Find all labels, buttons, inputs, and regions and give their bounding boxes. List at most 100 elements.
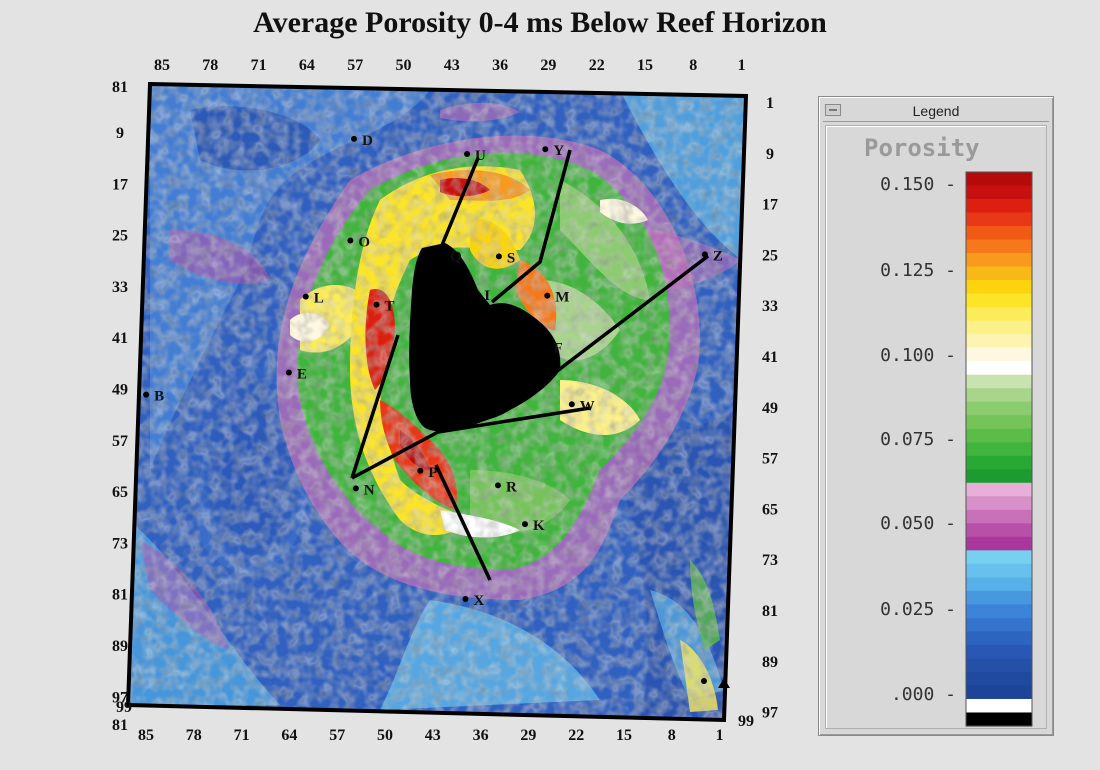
- colorbar-band: [966, 685, 1032, 700]
- well-y[interactable]: Y: [542, 143, 564, 159]
- colorbar-band: [966, 671, 1032, 687]
- left-tick-label: 81: [112, 587, 128, 604]
- legend-window-title: Legend: [912, 103, 960, 119]
- well-dot: [495, 253, 502, 260]
- colorbar-band: [966, 469, 1032, 484]
- well-l[interactable]: L: [302, 291, 324, 307]
- right-tick-label: 41: [762, 349, 778, 366]
- well-label: I: [484, 288, 490, 304]
- colorbar-band: [966, 212, 1032, 227]
- well-dot: [285, 369, 292, 376]
- well-m[interactable]: M: [544, 290, 569, 306]
- left-tick-label: 89: [112, 638, 128, 655]
- well-label: Z: [713, 248, 723, 264]
- top-tick-label: 1: [738, 57, 746, 74]
- well-i[interactable]: I: [473, 288, 490, 304]
- map-surface: [128, 84, 746, 720]
- colorbar-band: [966, 550, 1032, 565]
- bottom-tick-label: 29: [520, 727, 536, 744]
- colorbar-band: [966, 563, 1032, 578]
- colorbar-band: [966, 455, 1032, 470]
- bottom-tick-label: 57: [329, 727, 345, 744]
- left-tick-label: 49: [112, 382, 128, 399]
- right-tick-label: 49: [762, 400, 778, 417]
- top-tick-label: 43: [444, 57, 460, 74]
- well-x[interactable]: X: [462, 593, 485, 609]
- left-tick-label: 17: [112, 176, 128, 193]
- well-dot: [373, 301, 380, 308]
- well-u[interactable]: U: [464, 148, 486, 164]
- well-label: W: [580, 398, 595, 414]
- well-dot: [143, 391, 150, 398]
- well-w[interactable]: W: [568, 398, 595, 414]
- well-dot: [439, 252, 446, 259]
- colorbar-band: [966, 320, 1032, 335]
- well-dot: [494, 482, 501, 489]
- left-tick-label: 41: [112, 330, 128, 347]
- colorbar-band: [966, 307, 1032, 322]
- bottom-tick-label: 43: [425, 727, 441, 744]
- right-tick-label: 33: [762, 298, 778, 315]
- right-tick-label: 97: [762, 705, 778, 722]
- colorbar-band: [966, 361, 1032, 376]
- well-o[interactable]: O: [347, 234, 370, 250]
- legend-panel: [825, 125, 1047, 729]
- well-b[interactable]: B: [143, 389, 164, 405]
- top-tick-label: 29: [540, 57, 556, 74]
- corner-marker: [701, 678, 707, 684]
- well-dot: [302, 293, 309, 300]
- legend-tick-label: 0.075 -: [880, 429, 956, 450]
- well-k[interactable]: K: [521, 518, 545, 534]
- well-label: S: [507, 250, 515, 266]
- well-markers: D O U Y Q S Z L T I M F E B W P R N K X: [143, 133, 723, 609]
- well-s[interactable]: S: [495, 250, 515, 266]
- well-dot: [350, 135, 357, 142]
- colorbar-band: [966, 523, 1032, 538]
- right-tick-label: 89: [762, 654, 778, 671]
- colorbar-band: [966, 347, 1032, 362]
- window-menu-icon[interactable]: [825, 104, 841, 116]
- top-tick-label: 50: [396, 57, 412, 74]
- well-n[interactable]: N: [352, 482, 375, 498]
- colorbar-band: [966, 388, 1032, 403]
- well-p[interactable]: P: [417, 465, 438, 481]
- colorbar-band: [966, 253, 1032, 268]
- legend-titlebar[interactable]: Legend: [823, 101, 1049, 122]
- map-border: [125, 81, 749, 723]
- well-q[interactable]: Q: [439, 249, 462, 265]
- bottom-tick-label: 22: [568, 727, 584, 744]
- right-tick-label: 1: [766, 95, 774, 112]
- colorbar-band: [966, 374, 1032, 389]
- well-label: E: [297, 366, 307, 382]
- well-dot: [464, 150, 471, 157]
- colorbar-band: [966, 617, 1032, 633]
- colorbar-band: [966, 199, 1032, 214]
- right-axis-ticks: 1 9 17 25 33 41 49 57 65 73 81 89 97: [762, 95, 778, 722]
- well-label: B: [154, 389, 164, 405]
- well-label: M: [555, 290, 569, 306]
- bottom-tick-label: 64: [281, 727, 297, 744]
- corner-triangle: [718, 678, 730, 688]
- left-axis-ticks: 9 17 25 33 41 49 57 65 73 81 89 97: [112, 125, 128, 706]
- bottom-tick-label: 15: [616, 727, 632, 744]
- left-tick-label: 65: [112, 484, 128, 501]
- well-d[interactable]: D: [350, 133, 373, 149]
- colorbar-band: [966, 226, 1032, 241]
- colorbar-band: [966, 401, 1032, 416]
- well-f[interactable]: F: [542, 340, 563, 356]
- top-tick-label: 78: [202, 57, 218, 74]
- well-r[interactable]: R: [494, 479, 517, 495]
- colorbar-frame: [965, 171, 1033, 727]
- colorbar-band: [966, 334, 1032, 349]
- well-label: U: [475, 148, 486, 164]
- colorbar-band: [966, 415, 1032, 430]
- corner-bottom-right-row-label: 99: [738, 713, 754, 730]
- well-label: R: [506, 479, 517, 495]
- well-e[interactable]: E: [285, 366, 307, 382]
- well-t[interactable]: T: [373, 299, 395, 315]
- colorbar-band: [966, 496, 1032, 511]
- map-title: Average Porosity 0-4 ms Below Reef Horiz…: [253, 6, 827, 39]
- well-z[interactable]: Z: [701, 248, 723, 264]
- bottom-tick-label: 85: [138, 727, 154, 744]
- legend-tick-label: 0.150 -: [880, 174, 956, 195]
